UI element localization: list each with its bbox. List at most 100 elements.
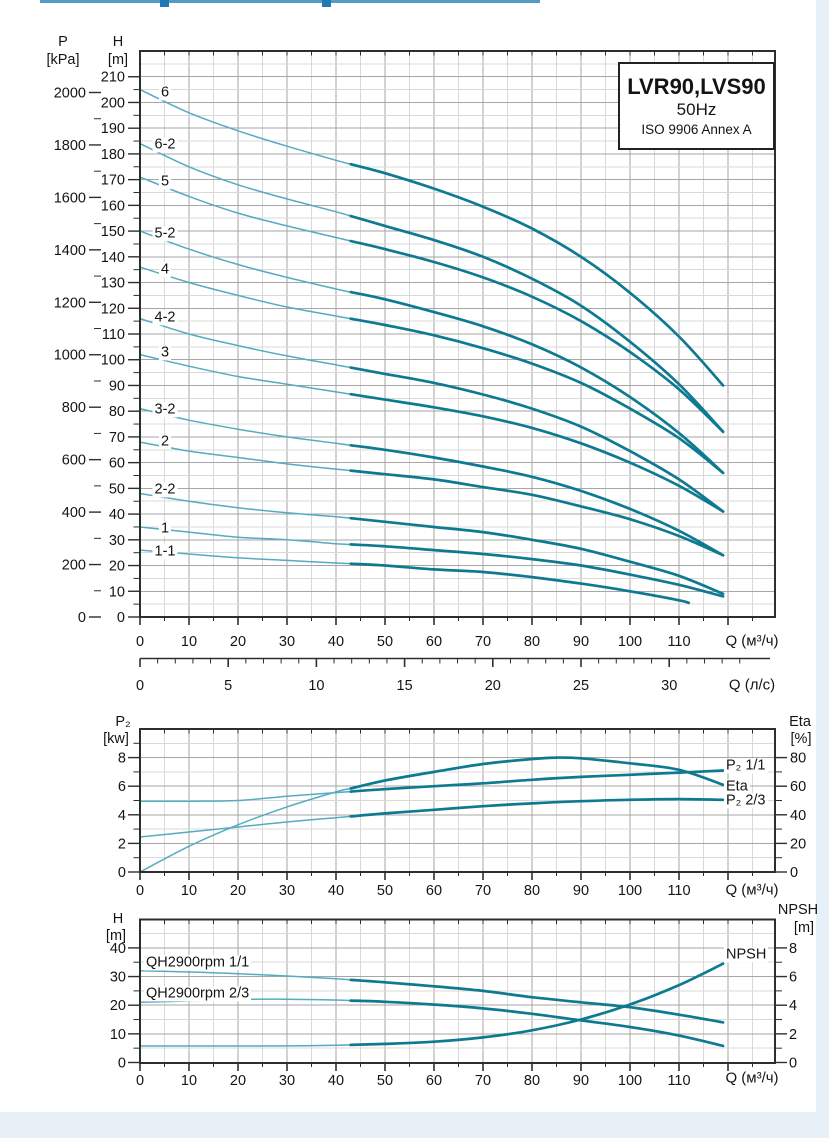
curve-label-qh2900-11: QH2900rpm 1/1 [144, 954, 252, 971]
svg-text:100: 100 [618, 1073, 642, 1089]
svg-text:130: 130 [101, 276, 125, 292]
svg-text:0: 0 [136, 1073, 144, 1089]
curve-label-p2-23: P₂ 2/3 [724, 791, 768, 809]
svg-text:40: 40 [110, 941, 126, 957]
svg-text:2000: 2000 [54, 85, 86, 101]
svg-text:400: 400 [62, 505, 86, 521]
svg-text:80: 80 [790, 751, 806, 767]
svg-text:60: 60 [426, 1073, 442, 1089]
svg-text:1000: 1000 [54, 348, 86, 364]
svg-text:170: 170 [101, 173, 125, 189]
svg-text:20: 20 [485, 678, 501, 694]
svg-text:600: 600 [62, 453, 86, 469]
svg-text:60: 60 [109, 456, 125, 472]
svg-text:0: 0 [136, 678, 144, 694]
title-box: LVR90,LVS90 50Hz ISO 9906 Annex A [618, 62, 775, 150]
curve-label-qh2900-23: QH2900rpm 2/3 [144, 984, 252, 1002]
curve-label-2: 2 [158, 433, 172, 450]
main-chart-grid [140, 51, 775, 617]
svg-text:5: 5 [224, 678, 232, 694]
svg-text:15: 15 [397, 678, 413, 694]
svg-text:30: 30 [110, 970, 126, 986]
svg-text:90: 90 [573, 883, 589, 899]
svg-text:0: 0 [136, 634, 144, 650]
p-axis-unit: [kPa] [46, 52, 80, 69]
svg-text:60: 60 [426, 883, 442, 899]
page-right-margin [816, 0, 829, 1138]
curve-label-2-2: 2-2 [152, 481, 178, 498]
curve-label-6: 6 [158, 84, 172, 101]
svg-text:40: 40 [109, 507, 125, 523]
svg-text:20: 20 [230, 1073, 246, 1089]
svg-text:20: 20 [109, 559, 125, 575]
svg-text:120: 120 [101, 301, 125, 317]
svg-text:160: 160 [101, 198, 125, 214]
clipped-header-descender [160, 0, 169, 7]
svg-text:20: 20 [230, 883, 246, 899]
svg-text:50: 50 [377, 883, 393, 899]
svg-text:80: 80 [524, 1073, 540, 1089]
curve-label-p2-11: P₂ 1/1 [724, 757, 768, 774]
svg-text:90: 90 [573, 1073, 589, 1089]
curve-label-1: 1 [158, 520, 172, 537]
svg-text:90: 90 [109, 378, 125, 394]
eta-axis-unit: [%] [790, 731, 812, 748]
svg-text:1800: 1800 [54, 138, 86, 154]
svg-text:90: 90 [573, 634, 589, 650]
svg-text:800: 800 [62, 400, 86, 416]
svg-text:30: 30 [109, 533, 125, 549]
curve-label-3: 3 [158, 344, 172, 361]
svg-text:0: 0 [790, 865, 798, 881]
curve-label-5-2: 5-2 [152, 225, 178, 242]
svg-text:6: 6 [789, 970, 797, 986]
svg-text:10: 10 [110, 1027, 126, 1043]
svg-text:10: 10 [308, 678, 324, 694]
svg-text:110: 110 [667, 634, 690, 650]
svg-text:110: 110 [667, 1073, 690, 1089]
curve-label-3-2: 3-2 [152, 401, 178, 418]
curve-label-6-2: 6-2 [152, 136, 178, 153]
npsh-axis-name: NPSH [777, 902, 819, 919]
frequency: 50Hz [676, 100, 717, 120]
h2-axis-name: H [112, 911, 124, 928]
svg-text:80: 80 [524, 883, 540, 899]
svg-text:1600: 1600 [54, 190, 86, 206]
npsh-axis-unit: [m] [793, 920, 815, 937]
eta-axis-name: Eta [789, 714, 811, 731]
pump-model: LVR90,LVS90 [627, 73, 766, 99]
svg-text:70: 70 [109, 430, 125, 446]
svg-text:2: 2 [118, 836, 126, 852]
svg-text:150: 150 [101, 224, 125, 240]
svg-text:8: 8 [789, 941, 797, 957]
svg-text:200: 200 [62, 558, 86, 574]
svg-text:110: 110 [667, 883, 690, 899]
svg-text:30: 30 [279, 883, 295, 899]
svg-text:100: 100 [101, 353, 125, 369]
svg-text:60: 60 [790, 779, 806, 795]
svg-text:10: 10 [181, 883, 197, 899]
svg-text:70: 70 [475, 634, 491, 650]
clipped-header-descender [322, 0, 331, 7]
main-chart-series [139, 88, 725, 605]
h-axis-name: H [112, 34, 124, 51]
clipped-header-underline [40, 0, 540, 3]
svg-text:50: 50 [109, 481, 125, 497]
svg-text:70: 70 [475, 883, 491, 899]
svg-text:40: 40 [328, 883, 344, 899]
svg-text:2: 2 [789, 1027, 797, 1043]
svg-text:0: 0 [118, 1056, 126, 1072]
q-ls-axis-label: Q (л/с) [728, 676, 776, 694]
svg-text:1400: 1400 [54, 243, 86, 259]
svg-text:1200: 1200 [54, 295, 86, 311]
svg-text:8: 8 [118, 751, 126, 767]
svg-text:200: 200 [101, 95, 125, 111]
svg-text:4: 4 [118, 808, 126, 824]
svg-text:80: 80 [109, 404, 125, 420]
q-m3h-axis-label-main: Q (м³/ч) [725, 632, 779, 650]
p-axis-name: P [58, 34, 68, 51]
iso-standard: ISO 9906 Annex A [641, 121, 752, 137]
